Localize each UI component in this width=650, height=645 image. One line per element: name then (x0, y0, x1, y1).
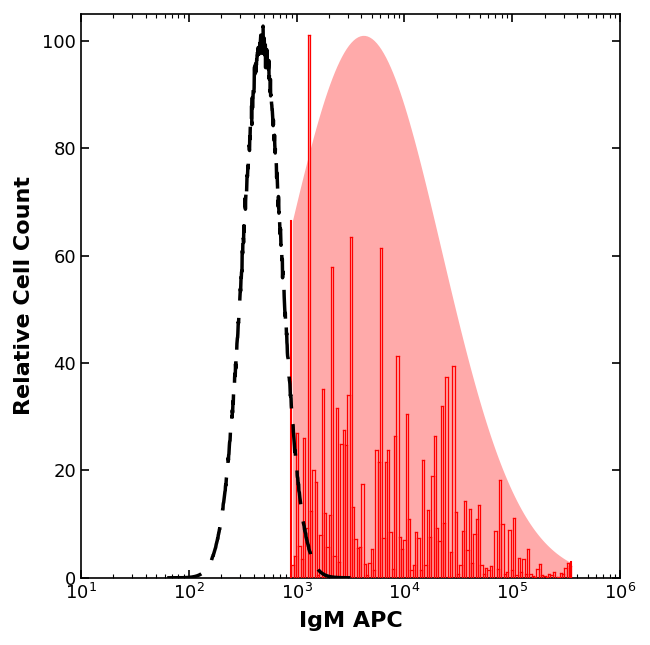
X-axis label: IgM APC: IgM APC (298, 611, 402, 631)
Y-axis label: Relative Cell Count: Relative Cell Count (14, 176, 34, 415)
